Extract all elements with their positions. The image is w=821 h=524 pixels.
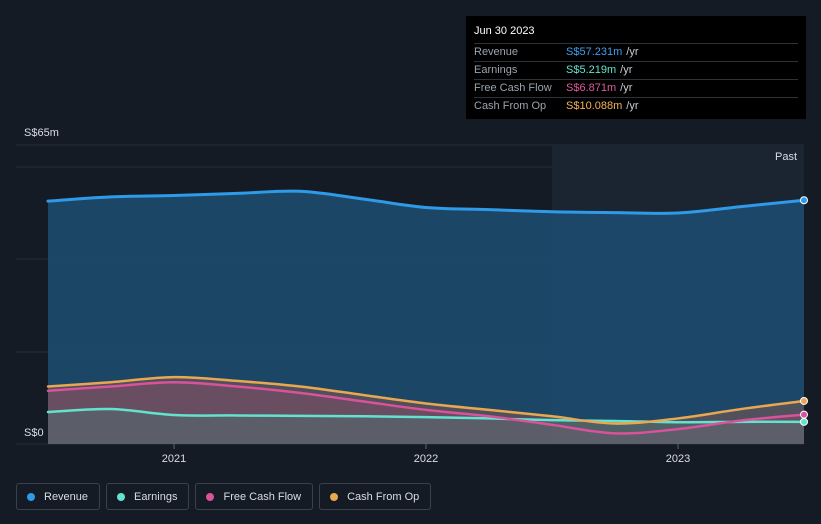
- earnings-end-marker: [800, 417, 808, 426]
- tooltip-row-unit: /yr: [626, 100, 639, 112]
- tooltip-row-unit: /yr: [620, 82, 633, 94]
- revenue-end-marker: [800, 196, 808, 205]
- legend-label: Cash From Op: [347, 490, 420, 503]
- legend-dot-icon: [206, 492, 215, 501]
- tooltip-row-free-cash-flow: Free Cash Flow S$6.871m/yr: [474, 79, 798, 97]
- legend-label: Free Cash Flow: [223, 490, 302, 503]
- cash-from-op-end-marker: [800, 396, 808, 405]
- revenue-line: [46, 189, 806, 215]
- earnings-line: [46, 407, 806, 424]
- y-axis-bottom-label: S$0: [24, 427, 44, 439]
- legend: Revenue Earnings Free Cash Flow Cash From O…: [16, 483, 432, 510]
- legend-item-revenue[interactable]: Revenue: [16, 483, 101, 510]
- x-axis-ticks: 2021 2022 2023: [162, 444, 690, 465]
- series-lines: [46, 189, 806, 435]
- tooltip-row-unit: /yr: [626, 46, 639, 58]
- tooltip-row-label: Earnings: [474, 64, 518, 76]
- x-tick-label-2022: 2022: [414, 453, 438, 465]
- free-cash-flow-line: [46, 380, 806, 435]
- tooltip-row-unit: /yr: [620, 64, 633, 76]
- legend-dot-icon: [117, 492, 126, 501]
- legend-label: Earnings: [134, 490, 178, 503]
- tooltip-row-label: Cash From Op: [474, 100, 547, 112]
- tooltip-row-label: Free Cash Flow: [474, 82, 552, 94]
- tooltip-date: Jun 30 2023: [474, 25, 535, 37]
- series-end-markers: [800, 196, 808, 426]
- legend-item-free-cash-flow[interactable]: Free Cash Flow: [195, 483, 314, 510]
- tooltip-row-value: S$10.088m: [566, 100, 623, 112]
- legend-label: Revenue: [44, 490, 89, 503]
- legend-dot-icon: [27, 492, 35, 501]
- tooltip-row-cash-from-op: Cash From Op S$10.088m/yr: [474, 97, 798, 115]
- tooltip-panel: Jun 30 2023 Revenue S$57.231m/yr Earnings S…: [466, 16, 806, 119]
- legend-dot-icon: [330, 492, 339, 501]
- cash-from-op-line: [46, 375, 806, 425]
- series-areas: [48, 191, 804, 444]
- tooltip-row-earnings: Earnings S$5.219m/yr: [474, 61, 798, 79]
- tooltip-row-value: S$57.231m: [566, 46, 623, 58]
- legend-item-cash-from-op[interactable]: Cash From Op: [319, 483, 432, 510]
- tooltip-rows: Revenue S$57.231m/yr Earnings S$5.219m/yr Fr…: [474, 43, 798, 115]
- free-cash-flow-end-marker: [800, 410, 808, 419]
- legend-item-earnings[interactable]: Earnings: [106, 483, 190, 510]
- tooltip-row-revenue: Revenue S$57.231m/yr: [474, 43, 798, 61]
- tooltip-row-value: S$5.219m: [566, 64, 617, 76]
- y-axis-top-label: S$65m: [24, 127, 59, 139]
- x-tick-label-2021: 2021: [162, 453, 186, 465]
- tooltip-row-label: Revenue: [474, 46, 519, 58]
- tooltip-row-value: S$6.871m: [566, 82, 617, 94]
- x-tick-label-2023: 2023: [666, 453, 690, 465]
- earnings-area: [48, 408, 804, 444]
- past-label: Past: [775, 151, 797, 163]
